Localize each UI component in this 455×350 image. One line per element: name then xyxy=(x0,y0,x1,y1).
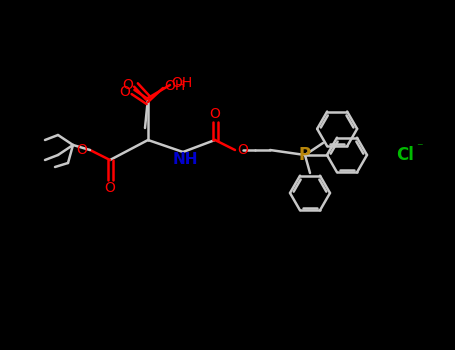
Text: O: O xyxy=(210,107,220,121)
Text: OH: OH xyxy=(172,76,192,90)
Text: Cl: Cl xyxy=(396,146,414,164)
Text: O: O xyxy=(238,143,248,157)
Text: NH: NH xyxy=(172,153,198,168)
Text: ⁻: ⁻ xyxy=(416,141,422,154)
Text: O: O xyxy=(105,181,116,195)
Text: O: O xyxy=(122,78,133,92)
Text: OH: OH xyxy=(164,79,186,93)
Text: O: O xyxy=(120,85,131,99)
Text: P: P xyxy=(299,146,311,164)
Text: O: O xyxy=(76,143,87,157)
